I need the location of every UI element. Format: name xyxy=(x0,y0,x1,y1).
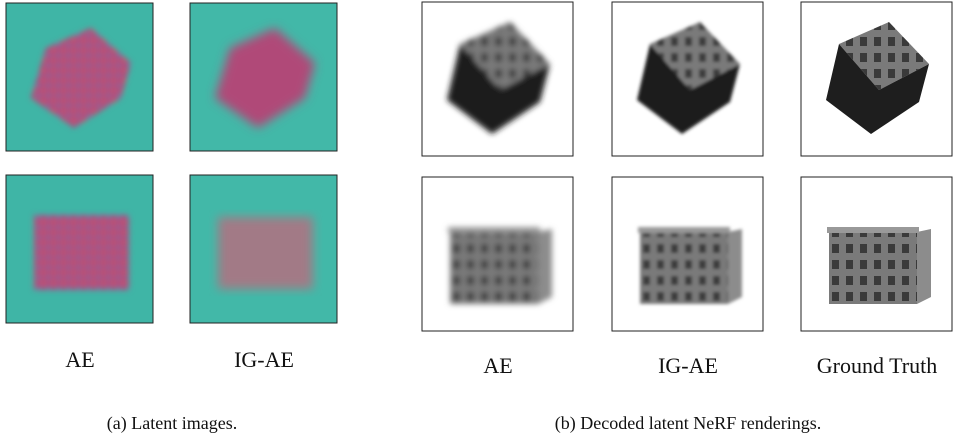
render-igae-2 xyxy=(611,176,764,332)
column-label: AE xyxy=(483,353,512,378)
latent-ae-2 xyxy=(5,174,154,324)
column-label: IG-AE xyxy=(234,347,294,372)
latent-igae-1 xyxy=(189,2,338,152)
column-label: IG-AE xyxy=(658,353,718,378)
render-ae-2 xyxy=(421,176,574,332)
column-label: Ground Truth xyxy=(817,353,937,378)
render-ae-1 xyxy=(421,1,574,157)
column-label: AE xyxy=(65,347,94,372)
caption: (a) Latent images. xyxy=(107,413,237,434)
caption: (b) Decoded latent NeRF renderings. xyxy=(555,413,821,434)
render-gt-1 xyxy=(800,1,953,157)
latent-images xyxy=(5,2,338,324)
latent-ae-1 xyxy=(5,2,154,152)
latent-igae-2 xyxy=(189,174,338,324)
render-igae-1 xyxy=(611,1,764,157)
renderings xyxy=(421,1,953,332)
render-gt-2 xyxy=(800,176,953,332)
